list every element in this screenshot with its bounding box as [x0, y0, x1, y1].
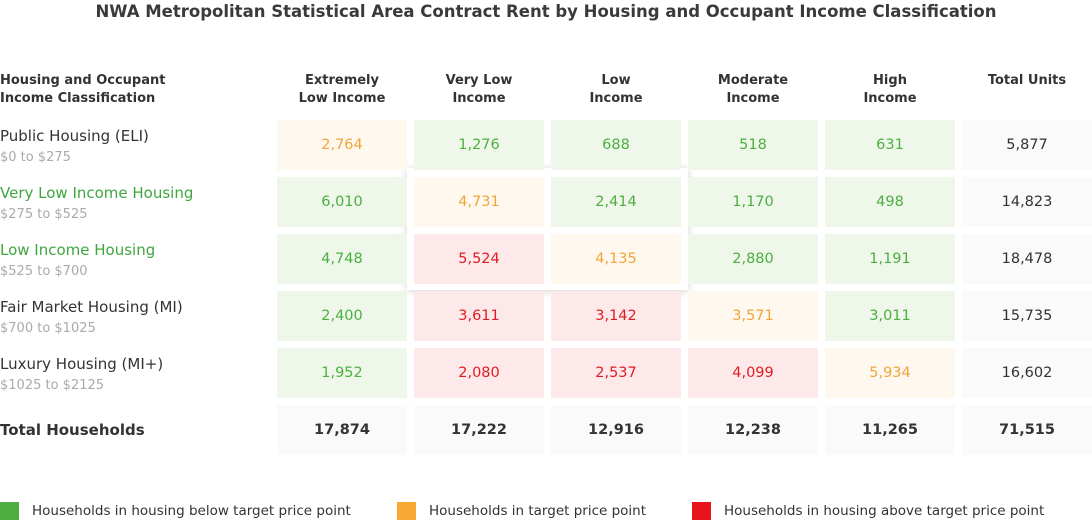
column-header-3-line-1: Income [726, 91, 780, 106]
table-cell: 1,170 [688, 177, 818, 227]
table-cell: 3,142 [551, 291, 681, 341]
table-cell: 3,611 [414, 291, 544, 341]
legend-item-target: Households in target price point [397, 501, 646, 520]
column-header-1-line-1: Income [452, 91, 506, 106]
row-name: Public Housing (ELI) [0, 127, 149, 145]
table-cell: 5,934 [825, 348, 955, 398]
column-header-5: Total Units [962, 72, 1092, 90]
total-households-cell: 12,238 [688, 405, 818, 455]
column-header-4-line-1: Income [863, 91, 917, 106]
total-households-cell: 17,874 [277, 405, 407, 455]
row-name: Luxury Housing (MI+) [0, 355, 164, 373]
table-cell: 1,952 [277, 348, 407, 398]
header-classification-line-2: Income Classification [0, 91, 156, 106]
table-cell: 2,537 [551, 348, 681, 398]
column-header-0-line-0: Extremely [304, 73, 379, 88]
table-cell: 518 [688, 120, 818, 170]
row-name: Low Income Housing [0, 241, 156, 259]
table-cell: 2,414 [551, 177, 681, 227]
total-households-cell: 71,515 [962, 405, 1092, 455]
column-header-0: Extremely Low Income [277, 72, 407, 108]
table-cell: 631 [825, 120, 955, 170]
table-cell: 1,191 [825, 234, 955, 284]
chart-title: NWA Metropolitan Statistical Area Contra… [95, 2, 997, 21]
table-cell: 2,400 [277, 291, 407, 341]
column-header-1: Very Low Income [414, 72, 544, 108]
row-name: Very Low Income Housing [0, 184, 194, 202]
row-total-cell: 15,735 [962, 291, 1092, 341]
table-cell: 4,135 [551, 234, 681, 284]
total-households-cell: 12,916 [551, 405, 681, 455]
table-cell: 4,748 [277, 234, 407, 284]
row-price-range: $0 to $275 [0, 150, 71, 165]
table-cell: 3,571 [688, 291, 818, 341]
row-price-range: $525 to $700 [0, 264, 88, 279]
legend-swatch-orange [397, 501, 416, 520]
table-cell: 2,880 [688, 234, 818, 284]
column-header-4-line-0: High [873, 73, 907, 88]
totals-row-label: Total Households [0, 421, 270, 439]
totals-label: Total Households [0, 421, 145, 439]
column-header-3-line-0: Moderate [717, 73, 789, 88]
row-total-cell: 5,877 [962, 120, 1092, 170]
table-cell: 5,524 [414, 234, 544, 284]
column-header-2: Low Income [551, 72, 681, 108]
legend-label-target: Households in target price point [429, 503, 647, 519]
row-price-range: $275 to $525 [0, 207, 88, 222]
table-cell: 2,764 [277, 120, 407, 170]
header-classification-line-1: Housing and Occupant [0, 73, 166, 88]
table-cell: 4,099 [688, 348, 818, 398]
row-total-cell: 14,823 [962, 177, 1092, 227]
row-label-3: Fair Market Housing (MI) $700 to $1025 [0, 298, 270, 337]
table-cell: 688 [551, 120, 681, 170]
row-label-0: Public Housing (ELI) $0 to $275 [0, 127, 270, 166]
column-header-4: High Income [825, 72, 955, 108]
table-cell: 4,731 [414, 177, 544, 227]
table-cell: 498 [825, 177, 955, 227]
legend-swatch-green [0, 501, 19, 520]
table-cell: 3,011 [825, 291, 955, 341]
column-header-2-line-0: Low [601, 73, 631, 88]
row-name: Fair Market Housing (MI) [0, 298, 183, 316]
row-price-range: $1025 to $2125 [0, 378, 105, 393]
legend-item-above: Households in housing above target price… [692, 501, 1044, 520]
legend-label-above: Households in housing above target price… [724, 503, 1045, 519]
row-total-cell: 18,478 [962, 234, 1092, 284]
row-label-2: Low Income Housing $525 to $700 [0, 241, 270, 280]
legend-swatch-red [692, 501, 711, 520]
row-price-range: $700 to $1025 [0, 321, 96, 336]
table-cell: 2,080 [414, 348, 544, 398]
total-households-cell: 11,265 [825, 405, 955, 455]
column-header-1-line-0: Very Low [445, 73, 513, 88]
row-total-cell: 16,602 [962, 348, 1092, 398]
table-cell: 1,276 [414, 120, 544, 170]
table-cell: 6,010 [277, 177, 407, 227]
column-header-3: Moderate Income [688, 72, 818, 108]
column-header-5-line-0: Total Units [987, 73, 1067, 88]
column-header-2-line-1: Income [589, 91, 643, 106]
total-households-cell: 17,222 [414, 405, 544, 455]
row-label-1: Very Low Income Housing $275 to $525 [0, 184, 270, 223]
column-header-0-line-1: Low Income [298, 91, 386, 106]
header-classification: Housing and Occupant Income Classificati… [0, 72, 260, 108]
row-label-4: Luxury Housing (MI+) $1025 to $2125 [0, 355, 270, 394]
legend-label-below: Households in housing below target price… [32, 503, 351, 519]
legend-item-below: Households in housing below target price… [0, 501, 351, 520]
